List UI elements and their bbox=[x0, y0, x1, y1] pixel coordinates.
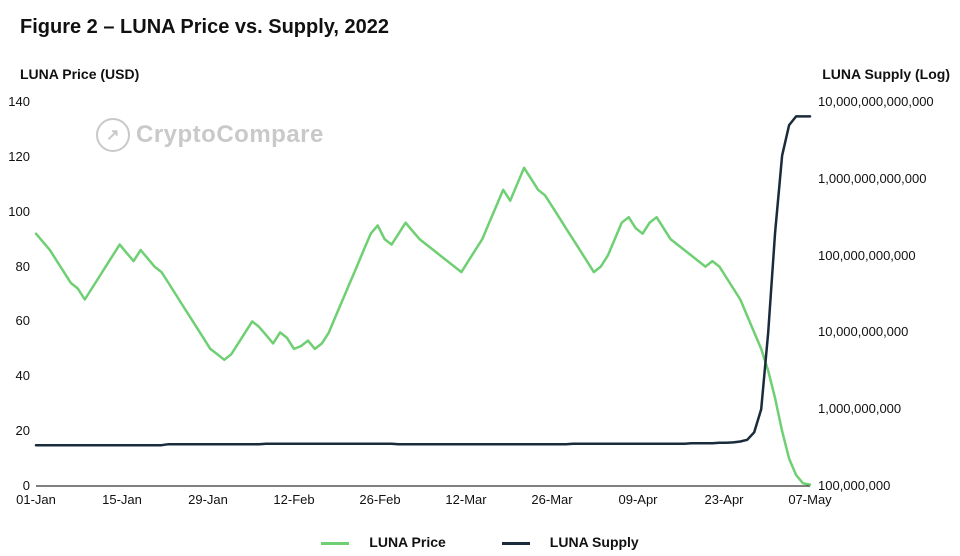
tick-label: 120 bbox=[8, 149, 30, 164]
tick-label: 1,000,000,000,000 bbox=[818, 171, 926, 186]
legend-label: LUNA Price bbox=[369, 534, 446, 550]
tick-label: 15-Jan bbox=[102, 492, 142, 507]
tick-label: 100 bbox=[8, 204, 30, 219]
tick-label: 23-Apr bbox=[704, 492, 743, 507]
legend-swatch bbox=[502, 542, 530, 545]
tick-label: 140 bbox=[8, 94, 30, 109]
legend: LUNA Price LUNA Supply bbox=[0, 534, 960, 550]
legend-label: LUNA Supply bbox=[550, 534, 639, 550]
chart-svg bbox=[0, 0, 960, 556]
tick-label: 07-May bbox=[788, 492, 831, 507]
tick-label: 60 bbox=[16, 313, 30, 328]
tick-label: 100,000,000,000 bbox=[818, 248, 916, 263]
legend-item: LUNA Supply bbox=[488, 534, 653, 550]
tick-label: 40 bbox=[16, 368, 30, 383]
chart-container: Figure 2 – LUNA Price vs. Supply, 2022 L… bbox=[0, 0, 960, 556]
tick-label: 20 bbox=[16, 423, 30, 438]
tick-label: 10,000,000,000 bbox=[818, 324, 908, 339]
tick-label: 12-Mar bbox=[445, 492, 486, 507]
tick-label: 10,000,000,000,000 bbox=[818, 94, 934, 109]
tick-label: 0 bbox=[23, 478, 30, 493]
series-luna-price bbox=[36, 168, 810, 485]
tick-label: 100,000,000 bbox=[818, 478, 890, 493]
tick-label: 12-Feb bbox=[273, 492, 314, 507]
tick-label: 80 bbox=[16, 259, 30, 274]
tick-label: 26-Feb bbox=[359, 492, 400, 507]
tick-label: 26-Mar bbox=[531, 492, 572, 507]
tick-label: 1,000,000,000 bbox=[818, 401, 901, 416]
series-luna-supply bbox=[36, 116, 810, 445]
tick-label: 29-Jan bbox=[188, 492, 228, 507]
legend-item: LUNA Price bbox=[307, 534, 460, 550]
tick-label: 09-Apr bbox=[618, 492, 657, 507]
tick-label: 01-Jan bbox=[16, 492, 56, 507]
legend-swatch bbox=[321, 542, 349, 545]
